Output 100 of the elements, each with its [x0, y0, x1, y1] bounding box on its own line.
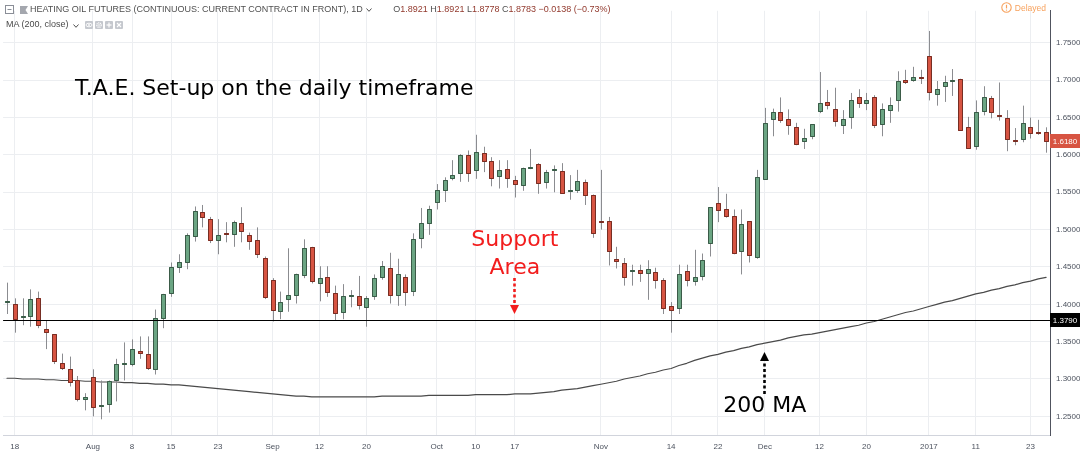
candlestick: [950, 68, 955, 97]
y-tick-label: 1.5500: [1056, 187, 1080, 197]
candlestick: [466, 149, 471, 183]
annotation: 1.6180: [1052, 136, 1078, 146]
candlestick: [653, 267, 658, 290]
candlestick: [286, 247, 291, 313]
candlestick: [380, 260, 385, 281]
chart-subtitle: O1.8921 H1.8921 L1.8778 C1.8783 −0.0138 (−0.73%): [393, 4, 611, 15]
candlestick: [239, 206, 244, 243]
y-tick-label: 1.4500: [1056, 262, 1080, 272]
y-tick-label: 1.7000: [1056, 75, 1080, 85]
candlestick: [888, 96, 893, 124]
candlestick: [107, 379, 112, 414]
candlestick: [318, 265, 323, 302]
candlestick: [997, 82, 1002, 122]
x-tick-label: 10: [471, 442, 481, 451]
candlestick: [325, 265, 330, 298]
candlestick: [443, 176, 448, 203]
candlestick: [536, 162, 541, 195]
candlestick: [99, 379, 104, 420]
x-tick-label: 22: [713, 442, 723, 451]
candlestick: [232, 220, 237, 248]
candlestick: [841, 109, 846, 135]
candlestick: [966, 116, 971, 149]
x-tick-label: 17: [510, 442, 520, 451]
candlestick: [716, 186, 721, 223]
candlestick: [1028, 117, 1033, 140]
x-tick-label: Oct: [430, 442, 444, 451]
candlestick: [497, 159, 502, 190]
x-tick-label: 15: [166, 442, 177, 451]
candlestick: [216, 218, 221, 255]
candlestick: [177, 253, 182, 274]
x-tick-label: Sep: [265, 442, 281, 451]
candlestick: [669, 301, 674, 334]
x-tick-label: 8: [129, 442, 135, 451]
annotation: 200 MA: [723, 392, 807, 418]
candlestick: [114, 358, 119, 402]
candlestick: [778, 96, 783, 124]
candlestick: [278, 291, 283, 320]
y-tick-label: 1.2500: [1056, 411, 1080, 421]
chart-title: HEATING OIL FUTURES (CONTINUOUS: CURRENT CONTRACT IN FRONT), 1D: [30, 4, 364, 15]
candlestick: [989, 95, 994, 119]
candlestick: [482, 146, 487, 173]
candlestick: [599, 169, 604, 231]
y-tick-label: 1.6500: [1056, 112, 1080, 122]
candlestick: [13, 297, 18, 334]
x-tick-label: Dec: [757, 442, 772, 451]
candlestick: [693, 249, 698, 287]
candlestick: [544, 169, 549, 190]
annotation: T.A.E. Set-up on the daily timeframe: [74, 75, 474, 100]
x-tick-label: 20: [361, 442, 372, 451]
candlestick: [75, 375, 80, 402]
candlestick: [341, 283, 346, 320]
candlestick: [458, 153, 463, 183]
candlestick: [982, 85, 987, 116]
candlestick: [505, 159, 510, 189]
candlestick: [357, 275, 362, 311]
candlestick: [450, 159, 455, 181]
candlestick: [28, 288, 33, 328]
candlestick: [419, 207, 424, 249]
candlestick: [943, 75, 948, 103]
candlestick: [333, 285, 338, 321]
candlestick: [294, 273, 299, 305]
candlestick: [880, 102, 885, 137]
annotation: Support Area: [471, 225, 559, 279]
x-tick-label: 20: [861, 442, 872, 451]
candlestick: [786, 108, 791, 136]
candlestick: [224, 221, 229, 243]
y-tick-label: 1.6000: [1056, 150, 1080, 160]
candlestick: [825, 89, 830, 110]
candlestick: [857, 88, 862, 109]
candlestick: [138, 335, 143, 360]
x-tick-label: 2017: [920, 442, 939, 451]
annotation: Delayed: [1014, 3, 1047, 13]
y-tick-label: 1.7500: [1056, 38, 1080, 48]
candlestick: [935, 80, 940, 107]
y-tick-label: 1.3500: [1056, 336, 1080, 346]
candlestick: [568, 174, 573, 201]
candlestick: [818, 71, 823, 114]
candlestick: [896, 70, 901, 113]
candlestick: [1021, 105, 1026, 143]
candlestick: [685, 264, 690, 287]
candlestick: [474, 134, 479, 180]
x-tick-label: 11: [971, 442, 981, 451]
candlestick: [513, 175, 518, 199]
candlestick: [435, 183, 440, 210]
candlestick: [364, 295, 369, 328]
ref-line-label: 1.3790: [1052, 315, 1078, 325]
candlestick: [122, 341, 127, 381]
candlestick: [575, 169, 580, 194]
candlestick: [208, 216, 213, 244]
candlestick: [44, 319, 49, 350]
candlestick: [5, 282, 10, 315]
candlestick: [646, 259, 651, 301]
x-tick-label: 23: [1026, 442, 1036, 451]
x-tick-label: Aug: [85, 442, 101, 451]
candlestick: [614, 246, 619, 269]
candlestick: [21, 297, 26, 326]
legend-label: MA (200, close): [6, 19, 69, 30]
candlestick: [130, 338, 135, 367]
